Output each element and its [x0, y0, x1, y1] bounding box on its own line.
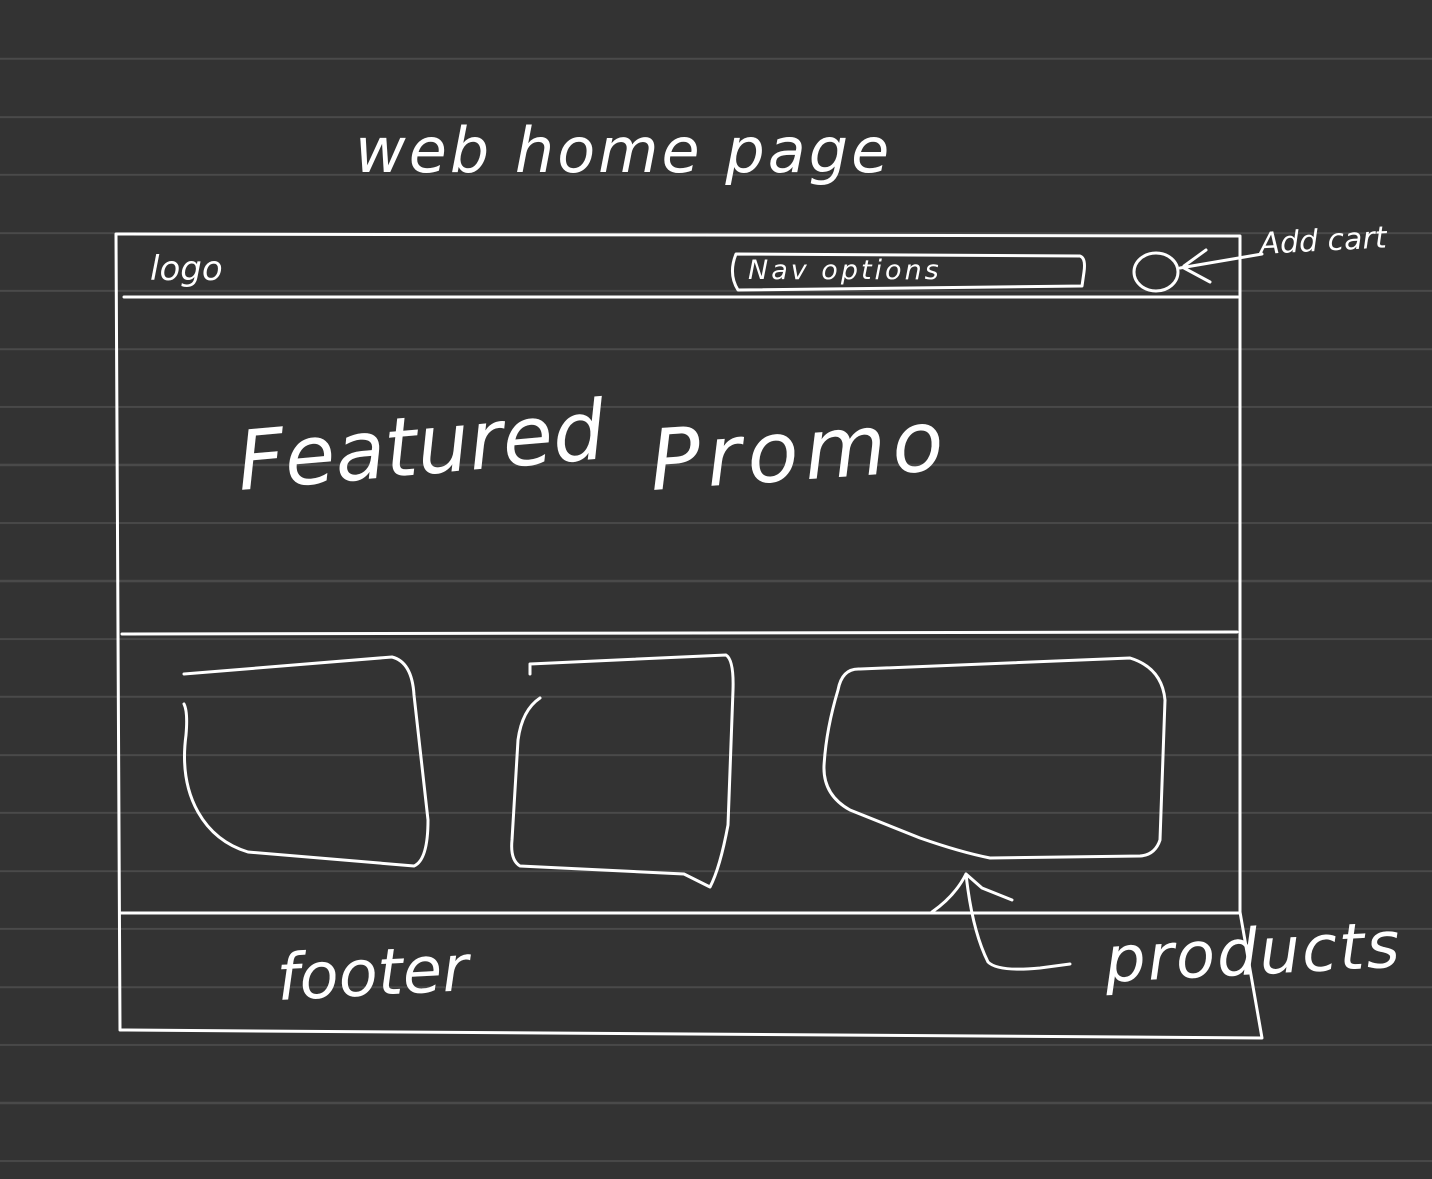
footer-section: footer [275, 932, 474, 1016]
hero-promo-label: Promo [647, 391, 953, 510]
product-card[interactable] [822, 656, 1167, 860]
products-annotation-arrow [930, 872, 1072, 971]
product-card[interactable] [510, 653, 735, 889]
cart-annotation-label: Add cart [1257, 220, 1389, 262]
cart-icon[interactable] [1132, 251, 1180, 293]
cart-annotation-arrow [1178, 248, 1264, 284]
nav-options-box [731, 252, 1086, 292]
nav-options-bar[interactable]: Nav options [731, 252, 1086, 292]
sketch-title: web home page [355, 114, 892, 187]
nav-options-label: Nav options [748, 255, 942, 286]
product-card[interactable] [182, 655, 430, 868]
hero-section: Featured Promo [233, 383, 952, 510]
products-section: products [182, 653, 1403, 998]
hero-featured-label: Featured [233, 383, 609, 510]
page-frame [114, 232, 1264, 1040]
header-section: logo Nav options Add cart [150, 220, 1389, 293]
footer-label: footer [275, 932, 474, 1016]
logo[interactable]: logo [150, 249, 223, 289]
hero-divider [120, 630, 1239, 636]
products-annotation-label: products [1102, 909, 1403, 998]
